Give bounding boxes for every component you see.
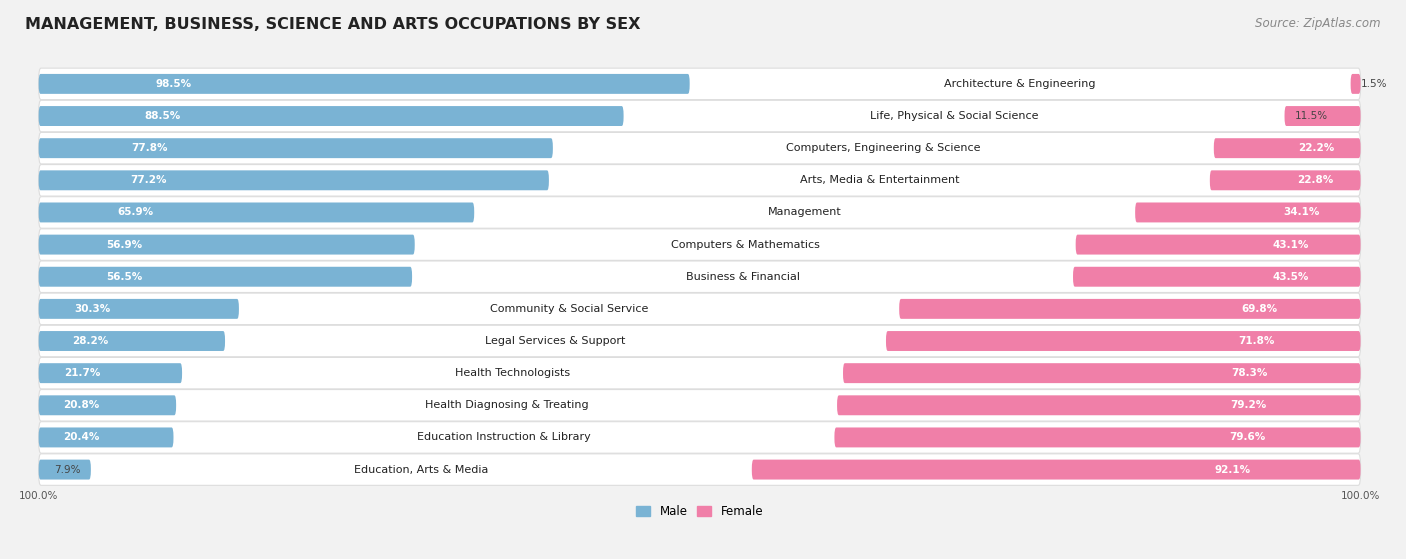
FancyBboxPatch shape [38, 325, 1361, 357]
Text: 78.3%: 78.3% [1232, 368, 1267, 378]
FancyBboxPatch shape [1135, 202, 1361, 222]
Text: 88.5%: 88.5% [143, 111, 180, 121]
Text: 28.2%: 28.2% [72, 336, 108, 346]
FancyBboxPatch shape [1285, 106, 1361, 126]
Text: 22.8%: 22.8% [1298, 176, 1333, 186]
FancyBboxPatch shape [38, 170, 548, 190]
Text: 77.8%: 77.8% [131, 143, 167, 153]
FancyBboxPatch shape [1213, 138, 1361, 158]
Text: 100.0%: 100.0% [18, 491, 58, 501]
Text: Computers & Mathematics: Computers & Mathematics [671, 240, 820, 250]
Text: 43.5%: 43.5% [1272, 272, 1309, 282]
Text: 22.2%: 22.2% [1298, 143, 1334, 153]
FancyBboxPatch shape [834, 428, 1361, 447]
Text: Life, Physical & Social Science: Life, Physical & Social Science [870, 111, 1038, 121]
Text: 1.5%: 1.5% [1361, 79, 1388, 89]
Text: MANAGEMENT, BUSINESS, SCIENCE AND ARTS OCCUPATIONS BY SEX: MANAGEMENT, BUSINESS, SCIENCE AND ARTS O… [25, 17, 641, 32]
FancyBboxPatch shape [38, 164, 1361, 196]
FancyBboxPatch shape [38, 421, 1361, 453]
Text: Arts, Media & Entertainment: Arts, Media & Entertainment [800, 176, 959, 186]
FancyBboxPatch shape [1209, 170, 1361, 190]
Text: Business & Financial: Business & Financial [686, 272, 800, 282]
Text: 20.4%: 20.4% [63, 433, 100, 442]
FancyBboxPatch shape [38, 357, 1361, 389]
Text: 77.2%: 77.2% [131, 176, 167, 186]
FancyBboxPatch shape [38, 428, 173, 447]
FancyBboxPatch shape [1351, 74, 1361, 94]
Text: 98.5%: 98.5% [156, 79, 193, 89]
Text: Architecture & Engineering: Architecture & Engineering [945, 79, 1095, 89]
Text: 56.9%: 56.9% [107, 240, 142, 250]
Text: 20.8%: 20.8% [63, 400, 100, 410]
FancyBboxPatch shape [38, 197, 1361, 228]
Text: 71.8%: 71.8% [1239, 336, 1275, 346]
FancyBboxPatch shape [837, 395, 1361, 415]
FancyBboxPatch shape [1073, 267, 1361, 287]
Text: Computers, Engineering & Science: Computers, Engineering & Science [786, 143, 980, 153]
Text: Community & Social Service: Community & Social Service [489, 304, 648, 314]
Text: 30.3%: 30.3% [75, 304, 111, 314]
FancyBboxPatch shape [844, 363, 1361, 383]
Text: 56.5%: 56.5% [105, 272, 142, 282]
Text: Health Diagnosing & Treating: Health Diagnosing & Treating [425, 400, 588, 410]
FancyBboxPatch shape [38, 390, 1361, 421]
FancyBboxPatch shape [38, 363, 181, 383]
FancyBboxPatch shape [38, 100, 1361, 132]
Text: 34.1%: 34.1% [1284, 207, 1320, 217]
FancyBboxPatch shape [38, 395, 176, 415]
Text: Education, Arts & Media: Education, Arts & Media [354, 465, 488, 475]
FancyBboxPatch shape [38, 235, 415, 254]
FancyBboxPatch shape [38, 74, 690, 94]
FancyBboxPatch shape [1076, 235, 1361, 254]
Text: 7.9%: 7.9% [55, 465, 82, 475]
FancyBboxPatch shape [38, 299, 239, 319]
FancyBboxPatch shape [38, 202, 474, 222]
FancyBboxPatch shape [38, 138, 553, 158]
Text: Education Instruction & Library: Education Instruction & Library [418, 433, 591, 442]
Legend: Male, Female: Male, Female [631, 500, 768, 523]
Text: Legal Services & Support: Legal Services & Support [485, 336, 626, 346]
Text: 43.1%: 43.1% [1272, 240, 1309, 250]
FancyBboxPatch shape [38, 459, 91, 480]
FancyBboxPatch shape [38, 454, 1361, 485]
Text: 65.9%: 65.9% [117, 207, 153, 217]
FancyBboxPatch shape [900, 299, 1361, 319]
Text: 79.2%: 79.2% [1230, 400, 1267, 410]
Text: Health Technologists: Health Technologists [456, 368, 569, 378]
Text: 69.8%: 69.8% [1241, 304, 1278, 314]
FancyBboxPatch shape [752, 459, 1361, 480]
Text: 100.0%: 100.0% [1341, 491, 1381, 501]
FancyBboxPatch shape [38, 132, 1361, 164]
FancyBboxPatch shape [886, 331, 1361, 351]
Text: Management: Management [768, 207, 842, 217]
FancyBboxPatch shape [38, 68, 1361, 100]
FancyBboxPatch shape [38, 106, 624, 126]
Text: 21.7%: 21.7% [65, 368, 101, 378]
FancyBboxPatch shape [38, 293, 1361, 325]
FancyBboxPatch shape [38, 267, 412, 287]
Text: 92.1%: 92.1% [1215, 465, 1251, 475]
Text: 79.6%: 79.6% [1230, 433, 1265, 442]
FancyBboxPatch shape [38, 261, 1361, 292]
FancyBboxPatch shape [38, 229, 1361, 260]
Text: 11.5%: 11.5% [1295, 111, 1327, 121]
Text: Source: ZipAtlas.com: Source: ZipAtlas.com [1256, 17, 1381, 30]
FancyBboxPatch shape [38, 331, 225, 351]
